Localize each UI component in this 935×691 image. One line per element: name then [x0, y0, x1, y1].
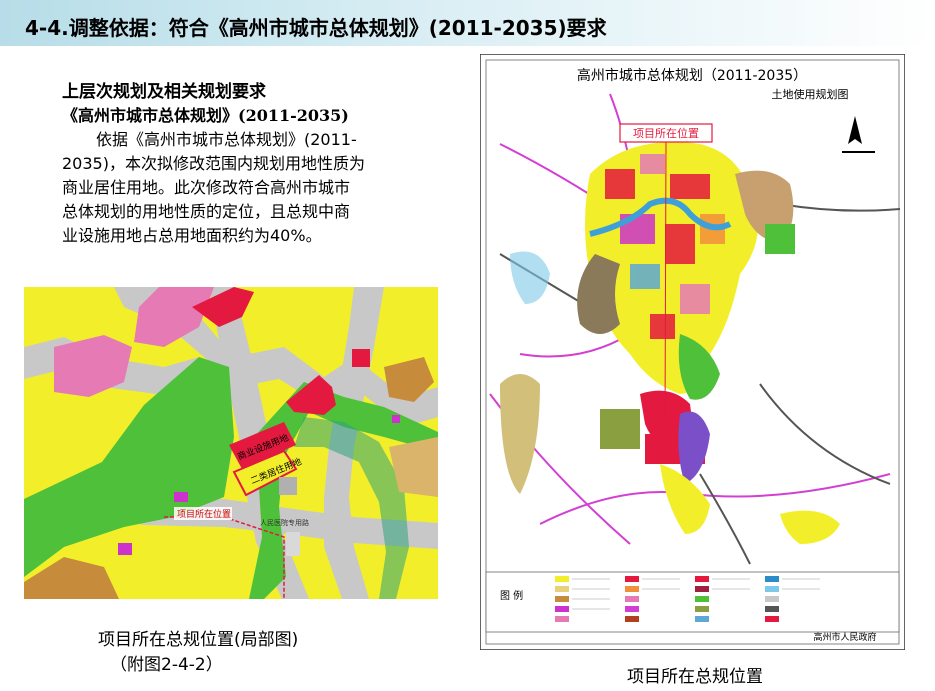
requirements-text: 上层次规划及相关规划要求 《高州市城市总体规划》(2011-2035) 依据《高… [62, 80, 442, 248]
right-caption: 项目所在总规位置 [627, 667, 763, 687]
map-callout-project: 项目所在位置 [633, 126, 699, 140]
description-paragraph: 依据《高州市城市总体规划》(2011- 2035)，本次拟修改范围内规划用地性质… [62, 128, 442, 248]
map-title: 高州市城市总体规划（2011-2035） [577, 67, 807, 84]
legend-swatches [555, 576, 779, 622]
header-bar: 4-4.调整依据：符合《高州市城市总体规划》(2011-2035)要求 [0, 0, 935, 46]
paragraph-line: 商业居住用地。此次修改符合高州市城市 [62, 178, 351, 197]
paragraph-line: 业设施用地占总用地面积约为40%。 [62, 226, 322, 245]
page-title: 4-4.调整依据：符合《高州市城市总体规划》(2011-2035)要求 [25, 16, 607, 40]
section-heading: 上层次规划及相关规划要求 [62, 82, 266, 102]
local-zoning-map: 商业设施用地 二类居住用地 项目所在位置 人民医院专用路 [24, 287, 438, 599]
map-subtitle: 土地使用规划图 [772, 87, 849, 101]
paragraph-line: 2035)，本次拟修改范围内规划用地性质为 [62, 154, 365, 173]
paragraph-line: 依据《高州市城市总体规划》(2011- [96, 130, 357, 149]
label-project-location: 项目所在位置 [177, 508, 231, 520]
left-caption-appendix: （附图2-4-2） [110, 655, 223, 675]
master-plan-map: 高州市城市总体规划（2011-2035） 土地使用规划图 [480, 54, 905, 650]
plan-heading: 《高州市城市总体规划》(2011-2035) [62, 106, 349, 125]
paragraph-line: 总体规划的用地性质的定位，且总规中商 [62, 202, 351, 221]
left-caption: 项目所在总规位置(局部图) [98, 630, 299, 650]
label-road: 人民医院专用路 [260, 518, 309, 527]
legend-label: 图 例 [500, 589, 523, 602]
map-issuer: 高州市人民政府 [813, 631, 876, 643]
